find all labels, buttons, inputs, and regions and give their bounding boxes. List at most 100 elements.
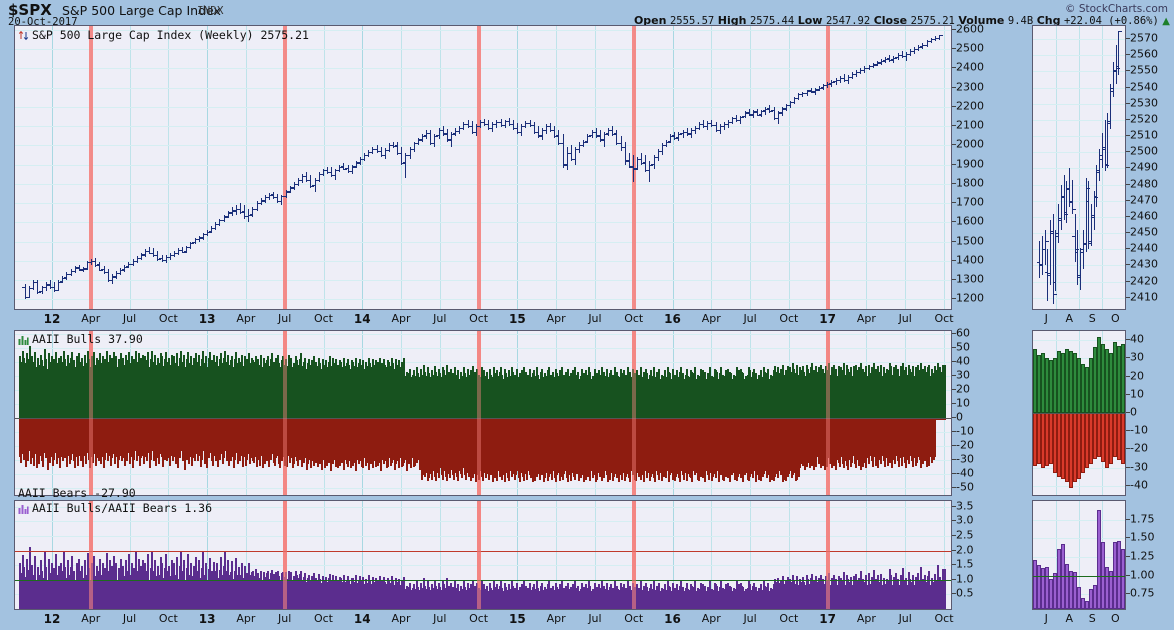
price-bar <box>293 181 295 190</box>
price-open-tick <box>1083 242 1087 244</box>
y-axis-tick <box>1126 393 1130 395</box>
price-bar <box>285 189 287 199</box>
y-axis-tick <box>1126 448 1130 450</box>
y-axis-label: -20 <box>956 438 974 452</box>
price-open-tick <box>870 65 874 67</box>
y-axis-label: 2500 <box>1130 144 1158 158</box>
price-bar <box>484 119 485 127</box>
aaii-bulls-bears-mini-panel[interactable] <box>1032 330 1126 496</box>
price-open-tick <box>684 131 687 133</box>
price-close-tick <box>1078 275 1082 276</box>
price-bar <box>347 164 349 174</box>
price-open-tick <box>1053 281 1056 283</box>
x-axis-label: Oct <box>469 312 489 325</box>
price-open-tick <box>816 89 820 91</box>
price-ohlc-series <box>15 26 951 309</box>
price-mini-panel[interactable] <box>1032 25 1126 310</box>
x-axis-label: Apr <box>81 312 101 325</box>
price-bar <box>868 64 870 71</box>
aaii-bulls-bears-mini-plot-area[interactable] <box>1033 331 1125 495</box>
aaii-ratio-plot-area[interactable] <box>15 501 951 609</box>
price-panel-title-text: S&P 500 Large Cap Index (Weekly) 2575.21 <box>32 28 309 42</box>
x-axis-label: A <box>1065 312 1074 325</box>
price-bar <box>881 58 882 66</box>
price-bar <box>678 131 680 142</box>
price-bar <box>541 128 543 140</box>
y-axis-label: 1300 <box>956 272 984 286</box>
price-bar <box>219 218 221 227</box>
y-axis-label: 30 <box>1130 350 1144 364</box>
price-open-tick <box>435 135 439 137</box>
price-bar <box>674 131 676 140</box>
price-bar <box>566 147 568 171</box>
y-axis-label: 2560 <box>1130 47 1158 61</box>
aaii-ratio-mini-panel[interactable] <box>1032 500 1126 610</box>
price-bar <box>1096 165 1098 208</box>
price-close-tick <box>1053 294 1057 296</box>
grid-line-horizontal <box>15 49 951 51</box>
price-bar <box>649 160 651 182</box>
y-axis-label: 2420 <box>1130 274 1158 287</box>
bears-panel-title: AAII Bears -27.90 <box>18 486 136 500</box>
price-bar <box>355 160 357 169</box>
price-open-tick <box>762 110 766 112</box>
price-panel[interactable] <box>14 25 952 310</box>
price-open-tick <box>477 125 481 127</box>
grid-line-horizontal <box>15 280 951 282</box>
price-bar <box>211 226 213 233</box>
x-axis-label: S <box>1088 612 1096 625</box>
aaii-bulls-bears-plot-area[interactable] <box>15 331 951 495</box>
price-bar <box>785 104 787 111</box>
price-open-tick <box>886 58 890 60</box>
price-open-tick <box>708 122 712 124</box>
price-open-tick <box>220 220 224 222</box>
x-axis-label: 16 <box>664 612 681 626</box>
y-axis-tick <box>952 221 956 223</box>
price-close-tick <box>1061 197 1065 199</box>
price-open-tick <box>390 145 394 146</box>
price-open-tick <box>344 168 348 170</box>
y-axis-label: 3.5 <box>956 499 974 513</box>
price-bar <box>752 109 754 119</box>
price-mini-plot-area[interactable] <box>1033 26 1125 309</box>
y-axis-tick <box>1126 135 1130 136</box>
price-open-tick <box>489 127 493 129</box>
x-axis-label: Apr <box>391 612 411 625</box>
price-open-tick <box>440 129 443 131</box>
price-open-tick <box>713 124 716 126</box>
price-open-tick <box>584 141 588 143</box>
price-open-tick <box>506 120 510 122</box>
price-open-tick <box>80 269 84 271</box>
price-bar <box>244 205 246 219</box>
y-axis-label: 2480 <box>1130 177 1158 190</box>
price-bar <box>479 120 481 128</box>
y-axis-tick <box>952 549 956 551</box>
price-open-tick <box>1042 249 1046 251</box>
y-axis-tick <box>952 360 956 362</box>
close-label: Close <box>873 14 908 27</box>
y-axis-tick <box>952 279 956 281</box>
price-open-tick <box>282 196 286 197</box>
price-open-tick <box>820 87 824 89</box>
y-axis-tick <box>1126 280 1130 282</box>
grid-line-horizontal <box>1033 281 1125 283</box>
price-bar <box>1063 174 1065 221</box>
y-axis-tick <box>1126 248 1130 250</box>
price-bar <box>33 280 35 290</box>
y-axis-label: 40 <box>1130 332 1144 346</box>
aaii-bulls-bears-panel[interactable] <box>14 330 952 496</box>
price-bar <box>388 143 390 153</box>
price-open-tick <box>225 216 228 218</box>
y-axis-tick <box>952 105 956 107</box>
close-value: 2575.21 <box>910 15 955 27</box>
price-bar <box>455 128 457 136</box>
price-close-tick <box>1111 90 1115 92</box>
price-close-tick <box>1067 187 1071 189</box>
price-plot-area[interactable] <box>15 26 951 309</box>
price-open-tick <box>746 112 749 114</box>
price-open-tick <box>328 171 332 173</box>
aaii-ratio-mini-plot-area[interactable] <box>1033 501 1125 609</box>
price-open-tick <box>101 269 104 271</box>
price-bar <box>277 193 279 204</box>
price-bar <box>302 174 304 183</box>
